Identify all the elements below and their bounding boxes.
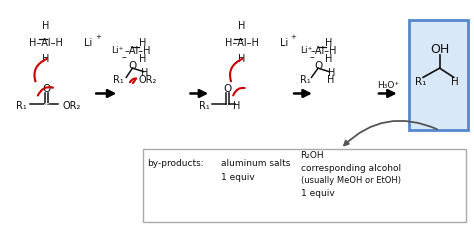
Text: O: O: [42, 84, 50, 94]
Text: by-products:: by-products:: [147, 159, 204, 168]
Text: aluminum salts: aluminum salts: [220, 159, 290, 168]
Text: –: –: [310, 52, 315, 62]
FancyBboxPatch shape: [143, 149, 465, 223]
Text: H: H: [325, 38, 333, 48]
Text: R₁: R₁: [415, 77, 427, 87]
Text: H: H: [43, 54, 50, 64]
Text: H: H: [327, 75, 334, 85]
FancyArrowPatch shape: [230, 59, 242, 81]
FancyArrowPatch shape: [233, 88, 245, 96]
Text: R₁: R₁: [300, 75, 310, 85]
FancyArrowPatch shape: [35, 59, 47, 81]
Text: R₁: R₁: [113, 75, 124, 85]
FancyArrowPatch shape: [38, 87, 53, 96]
Text: H: H: [139, 38, 146, 48]
Text: H₃O⁺: H₃O⁺: [377, 81, 399, 90]
Text: H: H: [233, 101, 241, 111]
Text: –Al–H: –Al–H: [311, 46, 337, 56]
Text: O: O: [314, 61, 322, 71]
Text: (usually MeOH or EtOH): (usually MeOH or EtOH): [301, 176, 401, 185]
Text: OR₂: OR₂: [138, 75, 156, 85]
Text: +: +: [95, 34, 101, 40]
Text: C: C: [43, 103, 49, 113]
FancyBboxPatch shape: [409, 20, 468, 130]
FancyArrowPatch shape: [133, 80, 135, 83]
Text: H: H: [451, 77, 458, 87]
Text: O: O: [223, 84, 232, 94]
Text: H: H: [325, 54, 333, 64]
Text: H: H: [328, 68, 335, 78]
Text: 1 equiv: 1 equiv: [220, 173, 254, 182]
Text: H: H: [141, 68, 149, 78]
Text: R₁: R₁: [16, 101, 27, 111]
Text: corresponding alcohol: corresponding alcohol: [301, 164, 401, 173]
Text: 1 equiv: 1 equiv: [301, 189, 334, 198]
Text: Li: Li: [280, 38, 288, 48]
FancyArrowPatch shape: [130, 79, 136, 82]
Text: Li: Li: [84, 38, 93, 48]
Text: R₂OH: R₂OH: [301, 151, 324, 160]
Text: –Al–H: –Al–H: [125, 46, 151, 56]
Text: OR₂: OR₂: [63, 101, 81, 111]
Text: +: +: [291, 34, 296, 40]
Text: OH: OH: [430, 43, 449, 56]
Text: H–Al–H: H–Al–H: [225, 38, 259, 48]
Text: R₁: R₁: [199, 101, 210, 111]
Text: H–Al–H: H–Al–H: [29, 38, 63, 48]
Text: H: H: [238, 54, 246, 64]
Text: –: –: [121, 52, 127, 62]
Text: O: O: [128, 61, 137, 71]
Text: Li⁺: Li⁺: [110, 46, 123, 55]
Text: H: H: [238, 21, 246, 31]
Text: Li⁺: Li⁺: [301, 46, 313, 55]
Text: H: H: [139, 54, 146, 64]
Text: H: H: [43, 21, 50, 31]
